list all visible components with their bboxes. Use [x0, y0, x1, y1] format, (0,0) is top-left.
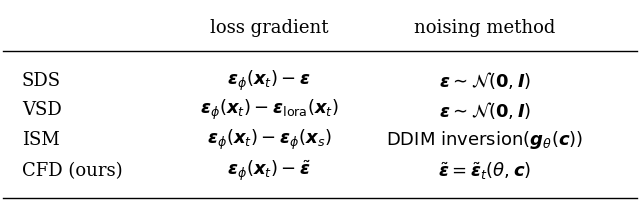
Text: $\boldsymbol{\epsilon} \sim \mathcal{N}(\mathbf{0}, \boldsymbol{I})$: $\boldsymbol{\epsilon} \sim \mathcal{N}(…: [439, 70, 531, 91]
Text: VSD: VSD: [22, 101, 61, 119]
Text: $\boldsymbol{\epsilon}_{\phi}(\boldsymbol{x}_t) - \boldsymbol{\epsilon}$: $\boldsymbol{\epsilon}_{\phi}(\boldsymbo…: [227, 68, 311, 93]
Text: SDS: SDS: [22, 72, 61, 90]
Text: $\tilde{\boldsymbol{\epsilon}} = \tilde{\boldsymbol{\epsilon}}_t(\theta, \boldsy: $\tilde{\boldsymbol{\epsilon}} = \tilde{…: [438, 160, 532, 182]
Text: $\boldsymbol{\epsilon}_{\phi}(\boldsymbol{x}_t) - \boldsymbol{\epsilon}_{\phi}(\: $\boldsymbol{\epsilon}_{\phi}(\boldsymbo…: [207, 127, 332, 152]
Text: loss gradient: loss gradient: [210, 19, 328, 37]
Text: $\boldsymbol{\epsilon}_{\phi}(\boldsymbol{x}_t) - \tilde{\boldsymbol{\epsilon}}$: $\boldsymbol{\epsilon}_{\phi}(\boldsymbo…: [227, 159, 311, 183]
Text: CFD (ours): CFD (ours): [22, 162, 122, 180]
Text: $\boldsymbol{\epsilon} \sim \mathcal{N}(\mathbf{0}, \boldsymbol{I})$: $\boldsymbol{\epsilon} \sim \mathcal{N}(…: [439, 100, 531, 121]
Text: noising method: noising method: [414, 19, 556, 37]
Text: $\mathrm{DDIM\ inversion}(\boldsymbol{g}_{\theta}(\boldsymbol{c}))$: $\mathrm{DDIM\ inversion}(\boldsymbol{g}…: [387, 129, 584, 151]
Text: $\boldsymbol{\epsilon}_{\phi}(\boldsymbol{x}_t) - \boldsymbol{\epsilon}_{\mathrm: $\boldsymbol{\epsilon}_{\phi}(\boldsymbo…: [200, 98, 339, 122]
Text: ISM: ISM: [22, 130, 60, 149]
